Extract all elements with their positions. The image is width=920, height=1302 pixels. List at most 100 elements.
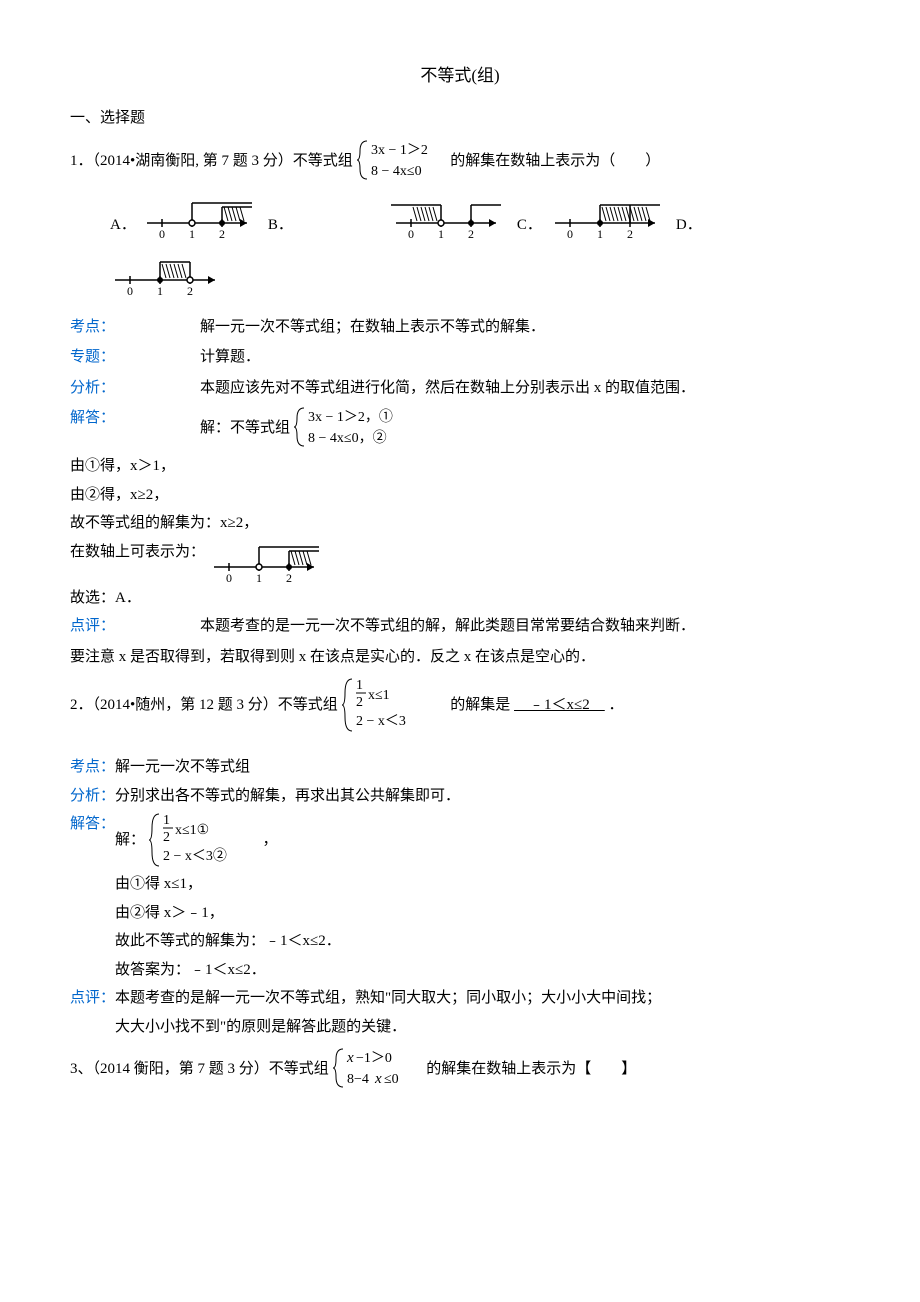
svg-text:0: 0 [159,227,165,240]
svg-text:0: 0 [408,227,414,240]
section-header: 一、选择题 [70,104,850,133]
q3-system-icon: x −1＞0 8−4 x ≤0 [333,1045,423,1091]
q1-lead: 1．（2014•湖南衡阳, 第 7 题 3 分）不等式组 [70,153,353,169]
svg-text:2: 2 [163,830,170,845]
dianping-label: 点评： [70,612,200,641]
q1-jieda: 解答： 解：不等式组 3x − 1＞2，① 8 − 4x≤0，② [70,404,850,450]
svg-text:−1＞0: −1＞0 [356,1051,392,1066]
q2-period: ． [609,697,624,713]
q1-choice-b-label: B． [268,211,293,240]
q1-choice-d-label: D． [676,211,702,240]
svg-text:2: 2 [468,227,474,240]
q2-step2: 由②得 x＞﹣1， [115,899,850,928]
q1-choice-c-diagram: 0 1 2 [550,195,670,240]
dianping-content: 本题考查的是解一元一次不等式组，熟知"同大取大；同小取小；大小小大中间找； [115,990,661,1006]
svg-text:8−4: 8−4 [347,1072,369,1087]
q2-fenxi: 分析：分别求出各不等式的解集，再求出其公共解集即可． [70,782,850,811]
q1-zhuanti: 专题： 计算题． [70,343,850,372]
svg-text:x: x [374,1071,382,1087]
q1-step2: 由②得，x≥2， [70,481,850,510]
q2-step3: 故此不等式的解集为：﹣1＜x≤2． [115,927,850,956]
q1: 1．（2014•湖南衡阳, 第 7 题 3 分）不等式组 3x − 1＞2 8 … [70,137,850,672]
q1-choices: A． 0 1 2 [110,195,850,240]
svg-text:2: 2 [627,227,633,240]
svg-text:x≤1: x≤1 [368,688,390,703]
fenxi-content: 分别求出各不等式的解集，再求出其公共解集即可． [115,788,460,804]
q2-kaodian: 考点：解一元一次不等式组 [70,753,850,782]
dianping-label: 点评： [70,990,115,1006]
kaodian-label: 考点： [70,313,200,342]
q1-dianping-cont: 要注意 x 是否取得到，若取得到则 x 在该点是实心的．反之 x 在该点是空心的… [70,643,850,672]
q1-choice-d-diagram: 0 1 2 [110,252,850,297]
svg-text:3x − 1＞2: 3x − 1＞2 [371,143,428,158]
fenxi-content: 本题应该先对不等式组进行化简，然后在数轴上分别表示出 x 的取值范围． [200,374,850,403]
q1-step4-text: 在数轴上可表示为： [70,544,205,560]
jieda-content: 解：不等式组 3x − 1＞2，① 8 − 4x≤0，② [200,404,850,450]
zhuanti-content: 计算题． [200,343,850,372]
q1-choice-a-label: A． [110,211,136,240]
page-title: 不等式(组) [70,60,850,92]
fenxi-label: 分析： [70,374,200,403]
q2: 2．（2014•随州，第 12 题 3 分）不等式组 1 2 x≤1 2 − x… [70,675,850,1041]
q2-step1: 由①得 x≤1， [115,870,850,899]
q1-tail: 的解集在数轴上表示为（ ） [450,153,660,169]
svg-text:2: 2 [187,284,193,297]
kaodian-content: 解一元一次不等式组 [115,759,250,775]
svg-text:3x − 1＞2，①: 3x − 1＞2，① [308,409,393,425]
q3: 3、（2014 衡阳，第 7 题 3 分）不等式组 x −1＞0 8−4 x ≤… [70,1045,850,1091]
svg-text:1: 1 [356,678,363,693]
svg-text:≤0: ≤0 [384,1072,399,1087]
fenxi-label: 分析： [70,788,115,804]
q1-jieda-system-icon: 3x − 1＞2，① 8 − 4x≤0，② [294,404,424,450]
kaodian-label: 考点： [70,759,115,775]
q1-dianping: 点评： 本题考查的是一元一次不等式组的解，解此类题目常常要结合数轴来判断． [70,612,850,641]
svg-text:1: 1 [163,813,170,828]
kaodian-content: 解一元一次不等式组；在数轴上表示不等式的解集． [200,313,850,342]
svg-text:0: 0 [127,284,133,297]
svg-text:8 − 4x≤0，②: 8 − 4x≤0，② [308,430,387,446]
q2-jieda-system-icon: 1 2 x≤1① 2 − x＜3② [149,810,259,870]
q1-choice-b: 0 1 2 [391,195,542,240]
q2-jieda-lead: 解： [115,832,145,848]
q2-dianping: 点评：本题考查的是解一元一次不等式组，熟知"同大取大；同小取小；大小小大中间找； [70,984,850,1013]
svg-text:2: 2 [219,227,225,240]
q1-system-icon: 3x − 1＞2 8 − 4x≤0 [357,137,447,183]
svg-text:2 − x＜3②: 2 − x＜3② [163,848,227,864]
q2-jieda-comma: ， [263,832,278,848]
q1-choice-c: 0 1 2 [550,195,702,240]
q1-choice-b-diagram: 0 1 2 [391,195,511,240]
svg-text:1: 1 [256,571,262,584]
q2-dianping-cont: 大大小小找不到"的原则是解答此题的关键． [115,1013,850,1042]
q2-step4: 故答案为：﹣1＜x≤2． [115,956,850,985]
q3-lead: 3、（2014 衡阳，第 7 题 3 分）不等式组 [70,1061,329,1077]
svg-text:8 − 4x≤0: 8 − 4x≤0 [371,164,422,179]
q2-system-icon: 1 2 x≤1 2 − x＜3 [342,675,432,735]
zhuanti-label: 专题： [70,343,200,372]
svg-text:1: 1 [597,227,603,240]
svg-text:1: 1 [189,227,195,240]
q1-step5: 故选：A． [70,584,850,613]
q1-choice-c-label: C． [517,211,542,240]
svg-text:0: 0 [226,571,232,584]
q1-fenxi: 分析： 本题应该先对不等式组进行化简，然后在数轴上分别表示出 x 的取值范围． [70,374,850,403]
svg-text:2: 2 [356,695,363,710]
q1-choice-a-diagram: 0 1 2 [142,195,262,240]
svg-text:1: 1 [438,227,444,240]
q2-lead: 2．（2014•随州，第 12 题 3 分）不等式组 [70,697,338,713]
q1-step4: 在数轴上可表示为： 0 1 2 [70,538,850,584]
svg-text:x: x [346,1050,354,1066]
q1-choice-a: A． 0 1 2 [110,195,293,240]
svg-text:2 − x＜3: 2 − x＜3 [356,714,406,729]
dianping-content: 本题考查的是一元一次不等式组的解，解此类题目常常要结合数轴来判断． [200,612,850,641]
jieda-label: 解答： [70,810,115,839]
jieda-label: 解答： [70,404,200,433]
svg-text:0: 0 [567,227,573,240]
q1-jieda-lead: 解：不等式组 [200,420,290,436]
svg-text:2: 2 [286,571,292,584]
q1-choice-d: 0 1 2 [110,252,850,297]
q3-tail: 的解集在数轴上表示为【 】 [426,1061,636,1077]
q1-kaodian: 考点： 解一元一次不等式组；在数轴上表示不等式的解集． [70,313,850,342]
q2-answer: ﹣1＜x≤2 [514,697,605,713]
q1-step3: 故不等式组的解集为：x≥2， [70,509,850,538]
q2-tail: 的解集是 [435,697,510,713]
